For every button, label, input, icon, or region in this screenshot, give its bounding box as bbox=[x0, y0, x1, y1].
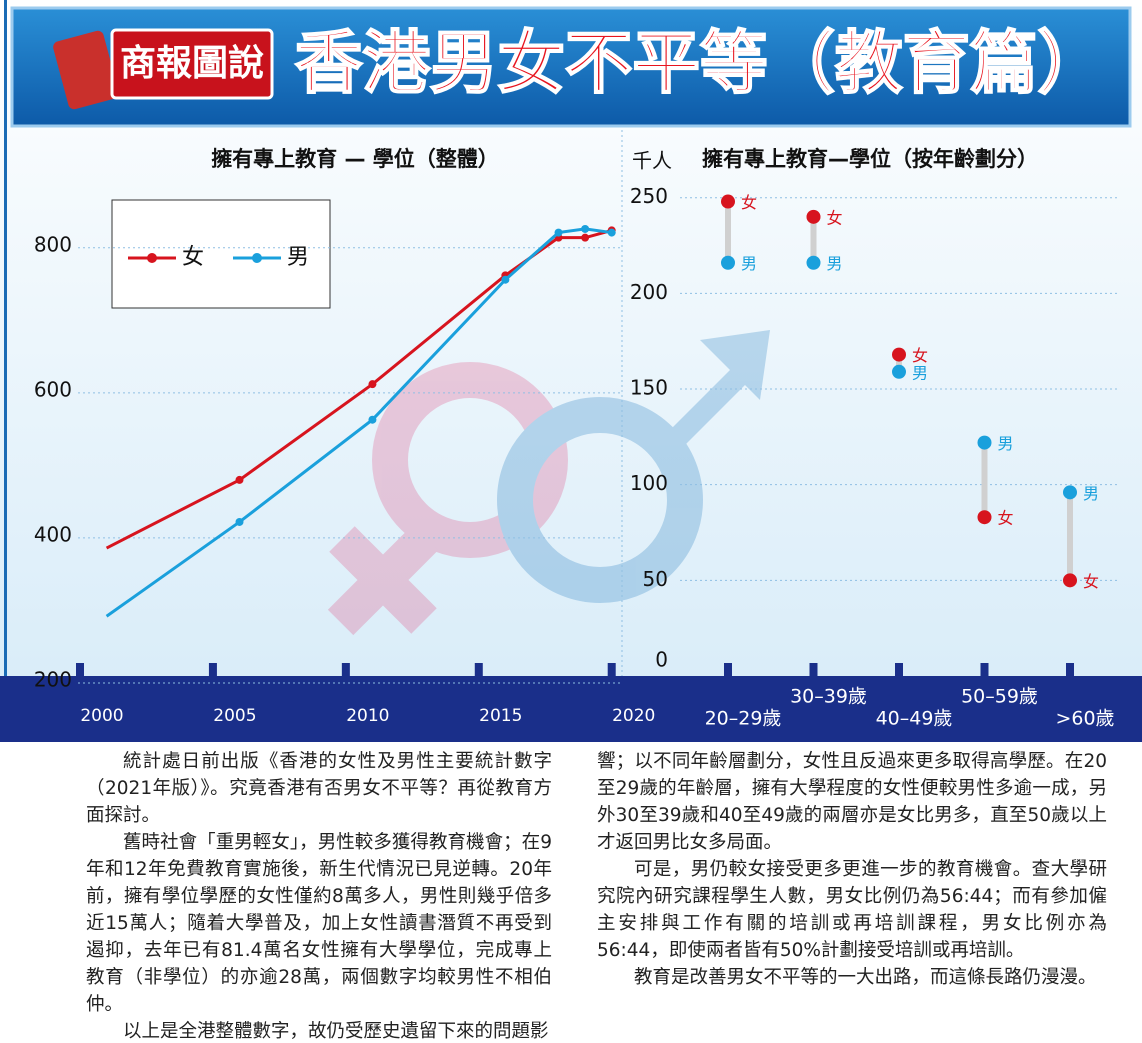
dot bbox=[721, 256, 735, 270]
x-tick bbox=[342, 663, 350, 676]
x-tick-label: 50–59歲 bbox=[961, 686, 1038, 708]
dot-label: 男 bbox=[912, 363, 928, 382]
paragraph: 響；以不同年齡層劃分，女性且反過來更多取得高學歷。在20至29歲的年齡層，擁有大… bbox=[597, 748, 1107, 856]
x-tick bbox=[209, 663, 217, 676]
chart-title: 擁有專上教育—學位（按年齡劃分） bbox=[702, 147, 1038, 171]
dot-label: 女 bbox=[998, 509, 1014, 528]
y-tick-label: 250 bbox=[630, 184, 668, 208]
dot-label: 男 bbox=[1083, 484, 1099, 503]
dot-label: 男 bbox=[741, 254, 757, 273]
y-tick-label: 150 bbox=[630, 376, 668, 400]
legend-marker bbox=[252, 253, 262, 263]
dot bbox=[1063, 573, 1077, 587]
dot bbox=[807, 210, 821, 224]
dot-label: 女 bbox=[827, 208, 843, 227]
x-tick bbox=[475, 663, 483, 676]
x-tick bbox=[895, 663, 903, 676]
x-tick-label: 2005 bbox=[213, 706, 256, 726]
legend-label: 男 bbox=[287, 245, 309, 270]
point bbox=[368, 380, 376, 388]
y-tick-label: 400 bbox=[34, 522, 72, 546]
x-tick-label: 2010 bbox=[346, 706, 389, 726]
left-rule bbox=[4, 0, 7, 742]
logo-text: 商報圖說 bbox=[120, 43, 264, 84]
dot bbox=[892, 348, 906, 362]
legend-label: 女 bbox=[182, 245, 204, 270]
dot-label: 女 bbox=[1083, 572, 1099, 591]
x-tick-label: 20–29歲 bbox=[705, 708, 782, 730]
x-tick-label: 30–39歲 bbox=[790, 686, 867, 708]
dot-label: 男 bbox=[998, 434, 1014, 453]
x-tick-label: 2015 bbox=[479, 706, 522, 726]
article-left: 統計處日前出版《香港的女性及男性主要統計數字（2021年版）》。究竟香港有否男女… bbox=[86, 748, 552, 1043]
point bbox=[581, 234, 589, 242]
dot-label: 男 bbox=[827, 254, 843, 273]
point bbox=[368, 416, 376, 424]
paragraph: 舊時社會「重男輕女」，男性較多獲得教育機會；在9年和12年免費教育實施後，新生代… bbox=[86, 829, 552, 1018]
dot bbox=[978, 510, 992, 524]
y-tick-label: 200 bbox=[630, 280, 668, 304]
dot bbox=[721, 195, 735, 209]
dot bbox=[807, 256, 821, 270]
x-tick-label: 40–49歲 bbox=[876, 708, 953, 730]
dot-label: 女 bbox=[741, 193, 757, 212]
x-tick bbox=[1066, 663, 1074, 676]
point bbox=[555, 229, 563, 237]
y-tick-label: 0 bbox=[655, 648, 668, 672]
x-tick bbox=[724, 663, 732, 676]
dot bbox=[1063, 485, 1077, 499]
x-tick-label: 2000 bbox=[80, 706, 123, 726]
x-tick bbox=[76, 663, 84, 676]
paragraph: 統計處日前出版《香港的女性及男性主要統計數字（2021年版）》。究竟香港有否男女… bbox=[86, 748, 552, 829]
legend-marker bbox=[147, 253, 157, 263]
dot bbox=[978, 436, 992, 450]
paragraph: 教育是改善男女不平等的一大出路，而這條長路仍漫漫。 bbox=[597, 964, 1107, 991]
x-tick-label: >60歲 bbox=[1055, 708, 1114, 730]
point bbox=[608, 229, 616, 237]
paragraph: 以上是全港整體數字，故仍受歷史遺留下來的問題影 bbox=[86, 1018, 552, 1043]
point bbox=[581, 225, 589, 233]
x-tick bbox=[608, 663, 616, 676]
page: {"banner": {"logo": "商報圖說", "title": "香港… bbox=[0, 0, 1142, 1043]
y-tick-label: 100 bbox=[630, 471, 668, 495]
x-tick-label: 2020 bbox=[612, 706, 655, 726]
paragraph: 可是，男仍較女接受更多更進一步的教育機會。查大學研究院內研究課程學生人數，男女比… bbox=[597, 856, 1107, 964]
y-axis-label: 千人 bbox=[632, 149, 672, 173]
x-tick bbox=[810, 663, 818, 676]
x-tick bbox=[981, 663, 989, 676]
chart-title: 擁有專上教育 — 學位（整體） bbox=[211, 147, 499, 171]
point bbox=[236, 518, 244, 526]
y-tick-label: 50 bbox=[643, 567, 668, 591]
point bbox=[236, 476, 244, 484]
point bbox=[501, 276, 509, 284]
chart: 商報圖說 香港男女不平等（教育篇） 擁有專上教育 — 學位（整體） 擁有專上教育… bbox=[0, 0, 1142, 742]
dot bbox=[892, 365, 906, 379]
banner-title: 香港男女不平等（教育篇） bbox=[295, 25, 1105, 104]
dot-label: 女 bbox=[912, 346, 928, 365]
article-right: 響；以不同年齡層劃分，女性且反過來更多取得高學歷。在20至29歲的年齡層，擁有大… bbox=[597, 748, 1107, 991]
y-tick-label: 600 bbox=[34, 377, 72, 401]
y-tick-label: 800 bbox=[34, 232, 72, 256]
y-tick-label: 200 bbox=[34, 668, 72, 692]
